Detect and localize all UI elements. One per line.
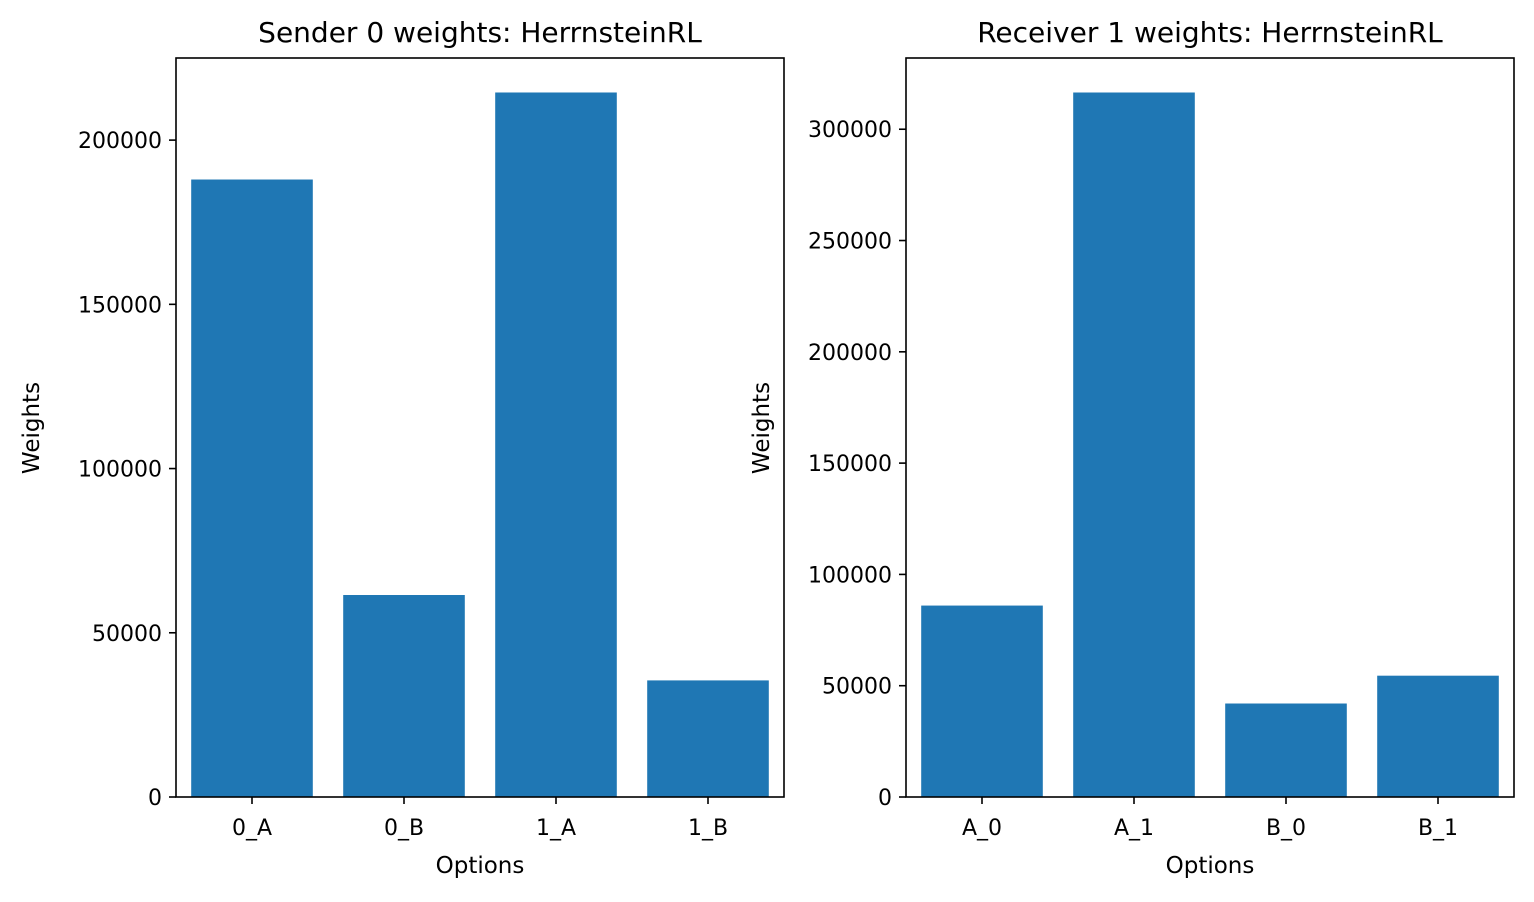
y-axis-ticks: 0 50000 100000 150000 200000 (78, 129, 176, 811)
bar-B_1 (1377, 675, 1499, 797)
x-axis-ticks: 0_A 0_B 1_A 1_B (232, 797, 728, 841)
y-tick-label: 0 (148, 786, 162, 811)
sender-weights-chart: Sender 0 weights: HerrnsteinRL 0 50000 100… (19, 16, 785, 879)
bar-A_1 (1073, 92, 1195, 797)
y-tick-label: 0 (878, 786, 892, 811)
x-tick-label: 0_B (384, 816, 424, 841)
x-tick-label: A_0 (962, 816, 1002, 841)
y-tick-label: 150000 (808, 452, 892, 477)
x-tick-label: B_1 (1418, 816, 1458, 841)
bar-B_0 (1225, 703, 1347, 797)
y-tick-label: 100000 (808, 563, 892, 588)
y-tick-label: 150000 (78, 293, 162, 318)
bar-1_B (647, 680, 769, 797)
chart-title: Sender 0 weights: HerrnsteinRL (258, 16, 702, 49)
x-axis-label: Options (436, 853, 525, 879)
receiver-weights-chart: Receiver 1 weights: HerrnsteinRL 0 50000 1… (749, 16, 1515, 879)
bar-0_A (191, 179, 313, 797)
x-tick-label: 1_B (688, 816, 728, 841)
y-tick-label: 50000 (92, 622, 162, 647)
plot-frame (175, 57, 785, 798)
bar-group (191, 92, 769, 798)
plot-frame (905, 57, 1515, 798)
y-axis-label: Weights (749, 382, 775, 474)
bar-A_0 (921, 605, 1043, 797)
x-axis-ticks: A_0 A_1 B_0 B_1 (962, 797, 1458, 841)
y-tick-label: 250000 (808, 230, 892, 255)
y-tick-label: 200000 (808, 341, 892, 366)
chart-title: Receiver 1 weights: HerrnsteinRL (977, 16, 1443, 49)
y-tick-label: 300000 (808, 118, 892, 143)
bar-group (921, 92, 1499, 797)
y-tick-label: 100000 (78, 458, 162, 483)
x-tick-label: 1_A (536, 816, 576, 841)
y-tick-label: 50000 (822, 675, 892, 700)
y-axis-ticks: 0 50000 100000 150000 200000 250000 300000 (808, 118, 906, 811)
x-tick-label: 0_A (232, 816, 272, 841)
bar-1_A (495, 92, 617, 798)
y-tick-label: 200000 (78, 129, 162, 154)
y-axis-label: Weights (19, 382, 45, 474)
x-axis-label: Options (1166, 853, 1255, 879)
x-tick-label: A_1 (1114, 816, 1154, 841)
bar-0_B (343, 595, 465, 797)
x-tick-label: B_0 (1266, 816, 1306, 841)
